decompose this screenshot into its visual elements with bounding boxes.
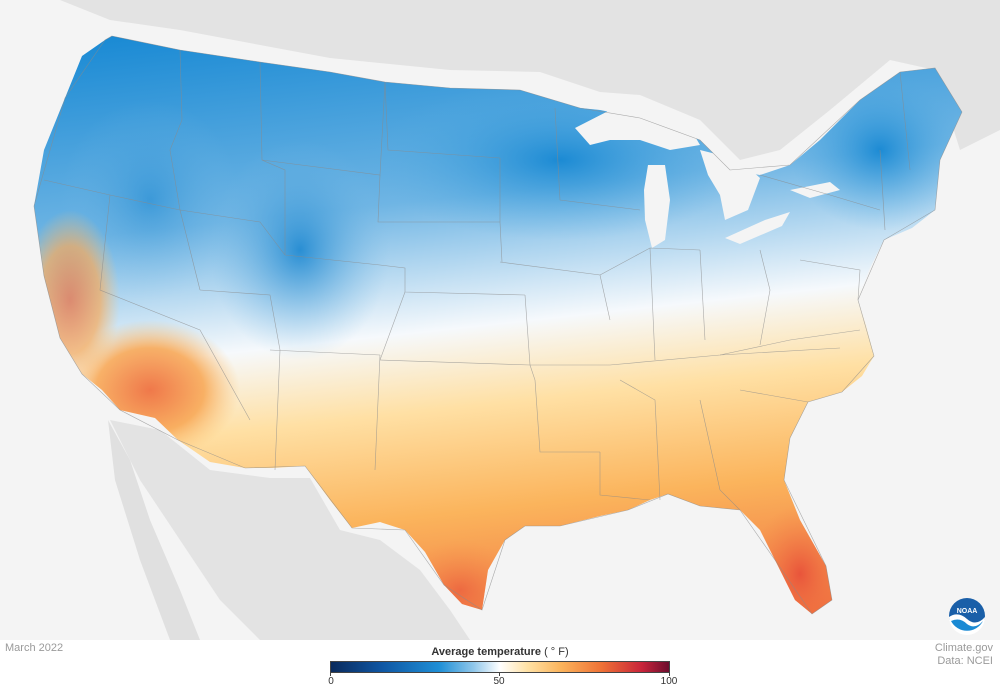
lake-superior <box>575 105 700 150</box>
legend-unit: ( ° F) <box>544 646 569 658</box>
state-borders <box>33 35 963 615</box>
legend-tick-max-mark <box>669 672 670 676</box>
map-date-label: March 2022 <box>5 642 64 654</box>
credits: Climate.gov Data: NCEI <box>935 642 993 668</box>
mexico-land <box>110 420 470 640</box>
map-canvas <box>0 0 1000 640</box>
lake-ontario <box>790 182 840 198</box>
legend-title-text: Average temperature <box>431 646 541 658</box>
credit-site[interactable]: Climate.gov <box>934 642 993 654</box>
legend-tick-min: 0 <box>328 676 334 687</box>
baja-land <box>108 420 200 640</box>
legend-tick-mid: 50 <box>493 676 505 687</box>
lake-erie <box>725 212 790 244</box>
temperature-map <box>0 0 1000 640</box>
credit-data-source: Data: NCEI <box>937 655 993 667</box>
noaa-logo-text: NOAA <box>957 608 978 615</box>
legend-tick-mid-mark <box>499 672 500 676</box>
canada-land <box>0 0 1000 160</box>
noaa-logo-icon[interactable]: NOAA <box>948 597 986 635</box>
legend-tick-min-mark <box>330 672 331 676</box>
lake-huron <box>700 150 760 220</box>
legend-tick-max: 100 <box>660 676 678 687</box>
legend-title: Average temperature ( ° F) <box>330 646 670 658</box>
lake-michigan <box>644 165 670 248</box>
legend-color-bar <box>330 661 670 673</box>
